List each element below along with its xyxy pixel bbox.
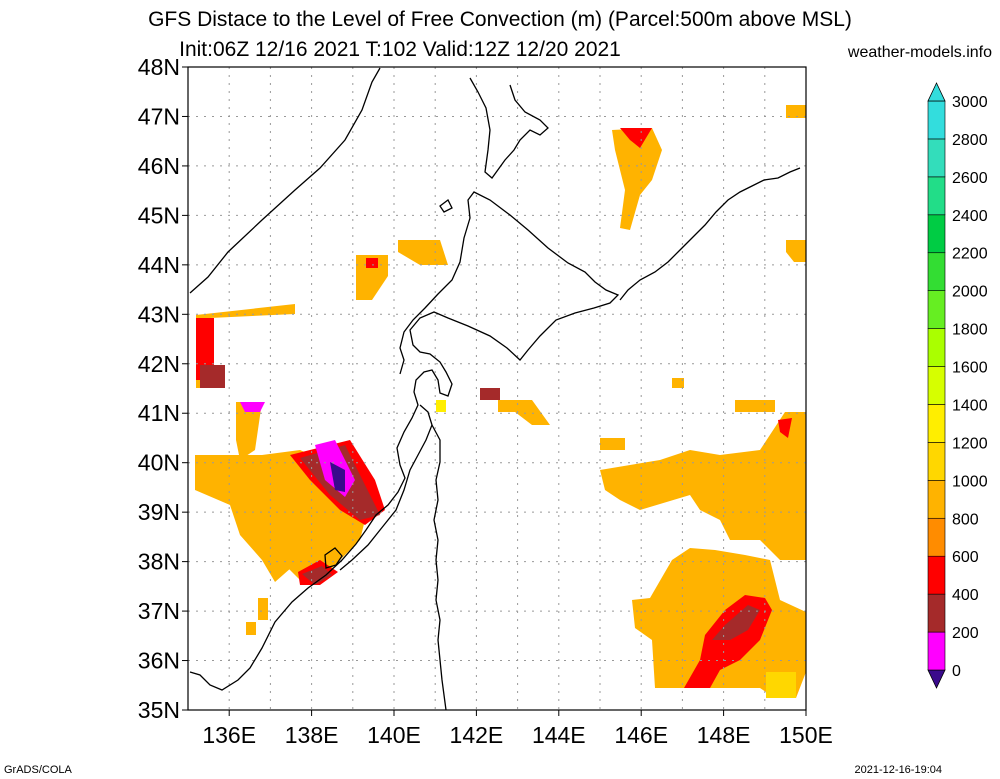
- lon-label: 148E: [697, 722, 751, 748]
- convection-patch: [612, 128, 662, 230]
- coastline-asia: [189, 67, 620, 691]
- lat-label: 39N: [138, 499, 180, 525]
- colorbar-label: 1400: [952, 397, 988, 414]
- lon-label: 150E: [779, 722, 833, 748]
- convection-patch: [246, 622, 256, 635]
- colorbar-label: 1800: [952, 322, 988, 339]
- colorbar-segment: [927, 290, 946, 329]
- lat-label: 42N: [138, 351, 180, 377]
- convection-patch: [620, 128, 652, 148]
- colorbar-max-arrow: [927, 82, 946, 102]
- lat-label: 35N: [138, 697, 180, 723]
- colorbar-label: 2800: [952, 132, 988, 149]
- coastline-rishiri: [439, 199, 453, 213]
- lat-label: 45N: [138, 202, 180, 228]
- colorbar-segment: [927, 328, 946, 367]
- colorbar-segment: [927, 176, 946, 216]
- lat-label: 47N: [138, 103, 180, 129]
- convection-patch: [356, 255, 388, 300]
- convection-patch: [712, 605, 760, 640]
- colorbar-segment: [927, 631, 946, 671]
- site-credit: weather-models.info: [847, 44, 992, 61]
- colorbar-label: 2000: [952, 284, 988, 301]
- convection-patch: [330, 462, 345, 492]
- lon-label: 146E: [614, 722, 668, 748]
- convection-fill-layer: [195, 105, 806, 698]
- coastline-sado: [324, 547, 343, 569]
- coastline-layer: [189, 67, 801, 711]
- convection-patch: [600, 412, 806, 560]
- colorbar-segment: [927, 138, 946, 178]
- colorbar-segment: [927, 214, 946, 254]
- lat-label: 43N: [138, 301, 180, 327]
- grid-lines: [188, 67, 806, 710]
- lat-label: 48N: [138, 54, 180, 80]
- longitude-labels: 136E 138E 140E 142E 144E 146E 148E 150E: [202, 710, 833, 748]
- title-line-1: GFS Distace to the Level of Free Convect…: [148, 8, 852, 31]
- lat-label: 44N: [138, 252, 180, 278]
- convection-patch: [786, 105, 806, 118]
- lon-label: 140E: [367, 722, 421, 748]
- lat-label: 36N: [138, 648, 180, 674]
- colorbar-segment: [927, 593, 946, 633]
- footer-right: 2021-12-16-19:04: [854, 764, 942, 776]
- colorbar-label: 0: [952, 663, 961, 680]
- convection-patch: [786, 240, 806, 262]
- colorbar-segment: [927, 366, 946, 405]
- colorbar-segment: [927, 480, 946, 519]
- lat-label: 41N: [138, 400, 180, 426]
- convection-patch: [196, 318, 214, 380]
- colorbar-label: 600: [952, 549, 979, 566]
- plot-frame: [187, 66, 807, 711]
- colorbar-label: 2400: [952, 208, 988, 225]
- convection-patch: [240, 402, 265, 412]
- convection-patch: [200, 365, 225, 388]
- coastline-honshu: [339, 404, 447, 711]
- footer-left: GrADS/COLA: [4, 764, 72, 776]
- convection-patch: [366, 258, 378, 268]
- convection-patch: [398, 240, 448, 265]
- colorbar-segment: [927, 555, 946, 595]
- coastline-kuril: [619, 167, 801, 301]
- colorbar-label: 1000: [952, 473, 988, 490]
- lon-label: 144E: [532, 722, 586, 748]
- colorbar-segment: [927, 100, 946, 140]
- colorbar-label: 3000: [952, 94, 988, 111]
- convection-patch: [480, 388, 500, 400]
- colorbar: 0 200 400 600 800 1000 1200 1400 1600 1800 2000 220…: [927, 82, 988, 689]
- colorbar-segment: [927, 517, 946, 557]
- colorbar-label: 800: [952, 511, 979, 528]
- lon-label: 142E: [450, 722, 504, 748]
- convection-patch: [236, 402, 262, 460]
- lat-label: 40N: [138, 450, 180, 476]
- convection-patch: [498, 400, 550, 425]
- lon-label: 136E: [202, 722, 256, 748]
- colorbar-min-arrow: [927, 669, 946, 689]
- coastline-sakhalin: [469, 77, 549, 179]
- colorbar-label: 1600: [952, 360, 988, 377]
- convection-patch: [778, 418, 792, 438]
- lat-label: 46N: [138, 153, 180, 179]
- lat-label: 38N: [138, 549, 180, 575]
- latitude-labels: 35N 36N 37N 38N 39N 40N 41N 42N 43N 44N 45N 46N 47N 4…: [138, 54, 188, 723]
- colorbar-segment: [927, 252, 946, 291]
- convection-patch: [766, 672, 796, 698]
- colorbar-label: 1200: [952, 435, 988, 452]
- colorbar-label: 200: [952, 625, 979, 642]
- lon-label: 138E: [285, 722, 339, 748]
- convection-patch: [735, 400, 775, 412]
- convection-patch: [436, 400, 446, 412]
- convection-patch: [672, 378, 684, 388]
- colorbar-label: 2600: [952, 170, 988, 187]
- convection-patch: [302, 566, 332, 585]
- colorbar-label: 2200: [952, 246, 988, 263]
- colorbar-label: 400: [952, 587, 979, 604]
- colorbar-segment: [927, 404, 946, 443]
- colorbar-segment: [927, 442, 946, 481]
- convection-patch: [600, 438, 625, 450]
- title-line-2: Init:06Z 12/16 2021 T:102 Valid:12Z 12/2…: [179, 38, 621, 61]
- lat-label: 37N: [138, 598, 180, 624]
- convection-patch: [258, 598, 268, 620]
